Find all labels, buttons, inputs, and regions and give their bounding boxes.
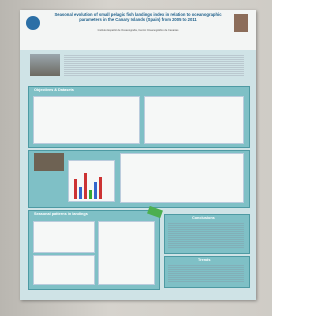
scatter-figure: [98, 221, 155, 285]
line-figures: [120, 153, 244, 203]
section-header: Conclusions: [192, 216, 215, 220]
trends-text: [168, 265, 244, 283]
fish-photo: [34, 153, 64, 171]
logo: [26, 16, 40, 30]
table-figure: [33, 255, 95, 285]
bar-chart: [68, 160, 115, 202]
section-header: Trends: [198, 258, 210, 262]
table-figure: [33, 221, 95, 253]
section-header: Seasonal patterns in landings: [34, 212, 88, 216]
photo-scene: Seasonal evolution of small pelagic fish…: [0, 0, 272, 316]
intro-text: [64, 55, 244, 77]
section-header: Objectives & Datasets: [34, 88, 74, 92]
harbor-photo: [30, 54, 60, 76]
conclusions-text: [168, 223, 244, 249]
author-photo: [234, 14, 248, 32]
data-figure: [144, 96, 244, 144]
poster-authors: Instituto Español de Oceanografía, Centr…: [56, 29, 220, 32]
poster-title: Seasonal evolution of small pelagic fish…: [48, 12, 228, 22]
map-figure: [33, 96, 140, 144]
